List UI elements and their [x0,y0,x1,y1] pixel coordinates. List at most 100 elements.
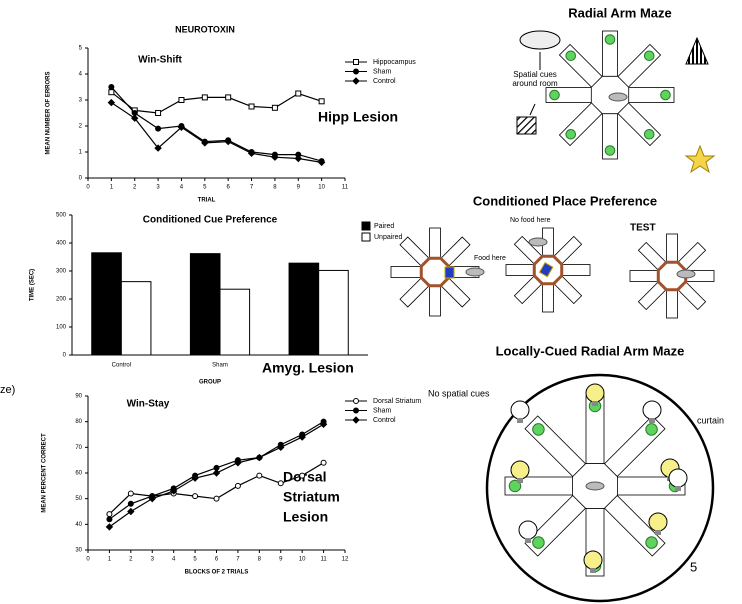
food [643,128,655,140]
label: No food here [510,217,551,224]
cue-label-box: Spatial cues around room [512,70,558,88]
x-tick-label: 4 [172,557,176,563]
y-tick-label: 70 [75,445,82,451]
maze [629,233,715,319]
chart-subtitle: Win-Shift [138,55,182,66]
bar [189,253,221,356]
chart: Win-Stay MEAN PERCENT CORRECT BLOCKS OF 2 … [42,394,422,576]
food [604,34,616,45]
marker [225,94,232,101]
marker [224,137,232,146]
marker [105,523,114,531]
x-tick-label: 12 [342,557,349,563]
rat [676,269,696,279]
y-tick-label: 40 [75,522,82,528]
series-line [110,86,322,162]
food [549,89,560,101]
marker [319,420,328,428]
legend-label: Hippocampus [373,59,416,66]
page-number: 5 [690,559,697,574]
bulb [585,383,605,403]
y-tick-label: 200 [56,297,67,303]
marker [178,97,185,103]
food [532,423,545,436]
chart-title: Win-Stay [127,399,170,410]
food [604,145,616,156]
x-tick-label: 2 [129,557,133,563]
label: No spatial cues [428,388,490,398]
annotation: Lesion [283,509,328,525]
legend-marker [353,68,359,75]
rat [465,267,485,277]
maze [390,227,485,317]
food [565,128,577,140]
chart: NEUROTOXIN Win-Shift MEAN NUMBER OF ERRORS… [46,24,417,203]
y-tick-label: 80 [75,419,82,425]
y-tick-label: 60 [75,471,82,477]
chart: Conditioned Cue Preference TIME (SEC) GROU… [30,213,403,386]
marker [201,94,208,101]
bulb-base [517,418,523,423]
y-tick-label: 50 [75,496,82,502]
bulb [648,512,668,532]
label: Food here [474,255,506,262]
food [532,536,545,549]
legend-swatch [361,221,371,231]
curtain-circle [485,373,715,603]
x-tick-label: 0 [86,557,90,563]
diagram-title: Locally-Cued Radial Arm Maze [496,343,685,358]
x-axis-label: TRIAL [198,198,216,204]
marker [271,104,278,111]
y-tick-label: 2 [79,124,83,130]
food [643,50,655,62]
food [565,50,577,62]
marker [155,110,162,116]
marker [127,507,135,516]
food [660,89,671,101]
x-tick-label: 7 [236,557,240,563]
y-tick-label: 0 [79,176,83,182]
marker [234,459,242,467]
marker [318,98,325,105]
marker [106,516,113,523]
marker [107,98,116,107]
y-tick-label: 0 [63,353,67,359]
annotation: Hipp Lesion [318,109,398,125]
legend-marker [353,398,359,404]
marker [212,469,221,477]
bulb-base [517,478,523,483]
marker [148,494,156,503]
marker [256,472,263,479]
x-tick-label: 4 [180,185,184,191]
cue-label: Spatial cues around room [512,70,558,88]
cue-triangle [685,36,709,65]
bulb-base [655,530,661,535]
x-tick-label: 8 [273,185,277,191]
cut-text: ze) [0,384,15,396]
marker [271,153,279,161]
legend-label: Unpaired [374,234,403,241]
legend-label: Sham [373,407,391,414]
x-tick-label: 11 [342,185,349,191]
x-axis-label: BLOCKS OF 2 TRIALS [185,570,249,576]
diagram-title: Radial Arm Maze [568,5,672,20]
bulb-base [590,568,596,573]
marker [277,443,285,452]
y-tick-label: 400 [56,241,67,247]
marker [295,90,302,97]
series-line [111,102,322,163]
x-tick-label: 5 [203,185,207,191]
legend-marker [353,407,359,414]
marker [294,154,302,163]
chart-title: NEUROTOXIN [175,24,235,34]
marker [127,500,134,507]
marker [213,495,220,502]
y-tick-label: 90 [75,394,82,400]
bar [288,262,320,356]
legend-swatch [361,232,371,242]
bulb-base [525,538,531,543]
marker [108,84,115,90]
y-tick-label: 4 [79,72,83,78]
y-tick-label: 300 [56,269,67,275]
